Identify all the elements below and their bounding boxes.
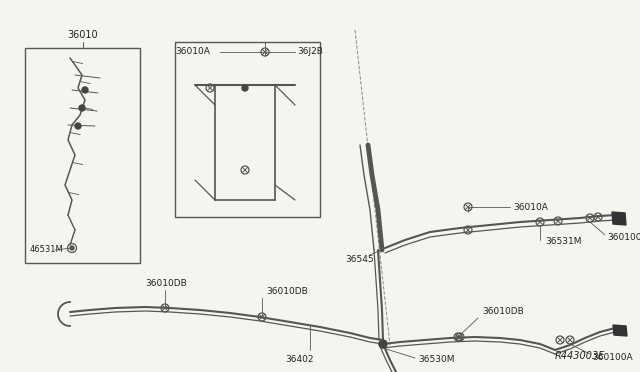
- Text: 36545: 36545: [345, 256, 374, 264]
- Polygon shape: [612, 212, 626, 225]
- Text: R443003E: R443003E: [555, 351, 605, 361]
- Circle shape: [82, 87, 88, 93]
- Text: 36010A: 36010A: [175, 48, 210, 57]
- Circle shape: [379, 340, 387, 348]
- Circle shape: [79, 105, 85, 111]
- Text: 36010DB: 36010DB: [482, 308, 524, 317]
- Text: 360100A: 360100A: [592, 353, 632, 362]
- Text: 36010: 36010: [67, 30, 98, 40]
- Text: 36531M: 36531M: [545, 237, 582, 247]
- Circle shape: [242, 85, 248, 91]
- Text: 36010A: 36010A: [513, 202, 548, 212]
- Text: 36402: 36402: [285, 356, 314, 365]
- Text: 36010DB: 36010DB: [266, 286, 308, 295]
- Bar: [25, 48, 140, 263]
- Circle shape: [70, 246, 74, 250]
- Text: 360100A: 360100A: [607, 234, 640, 243]
- Text: 36530M: 36530M: [418, 356, 454, 365]
- Circle shape: [75, 123, 81, 129]
- Text: 36J2B: 36J2B: [297, 48, 323, 57]
- Text: 36010DB: 36010DB: [145, 279, 187, 288]
- Bar: [175, 42, 320, 217]
- Polygon shape: [613, 325, 627, 336]
- Text: 46531M: 46531M: [30, 246, 64, 254]
